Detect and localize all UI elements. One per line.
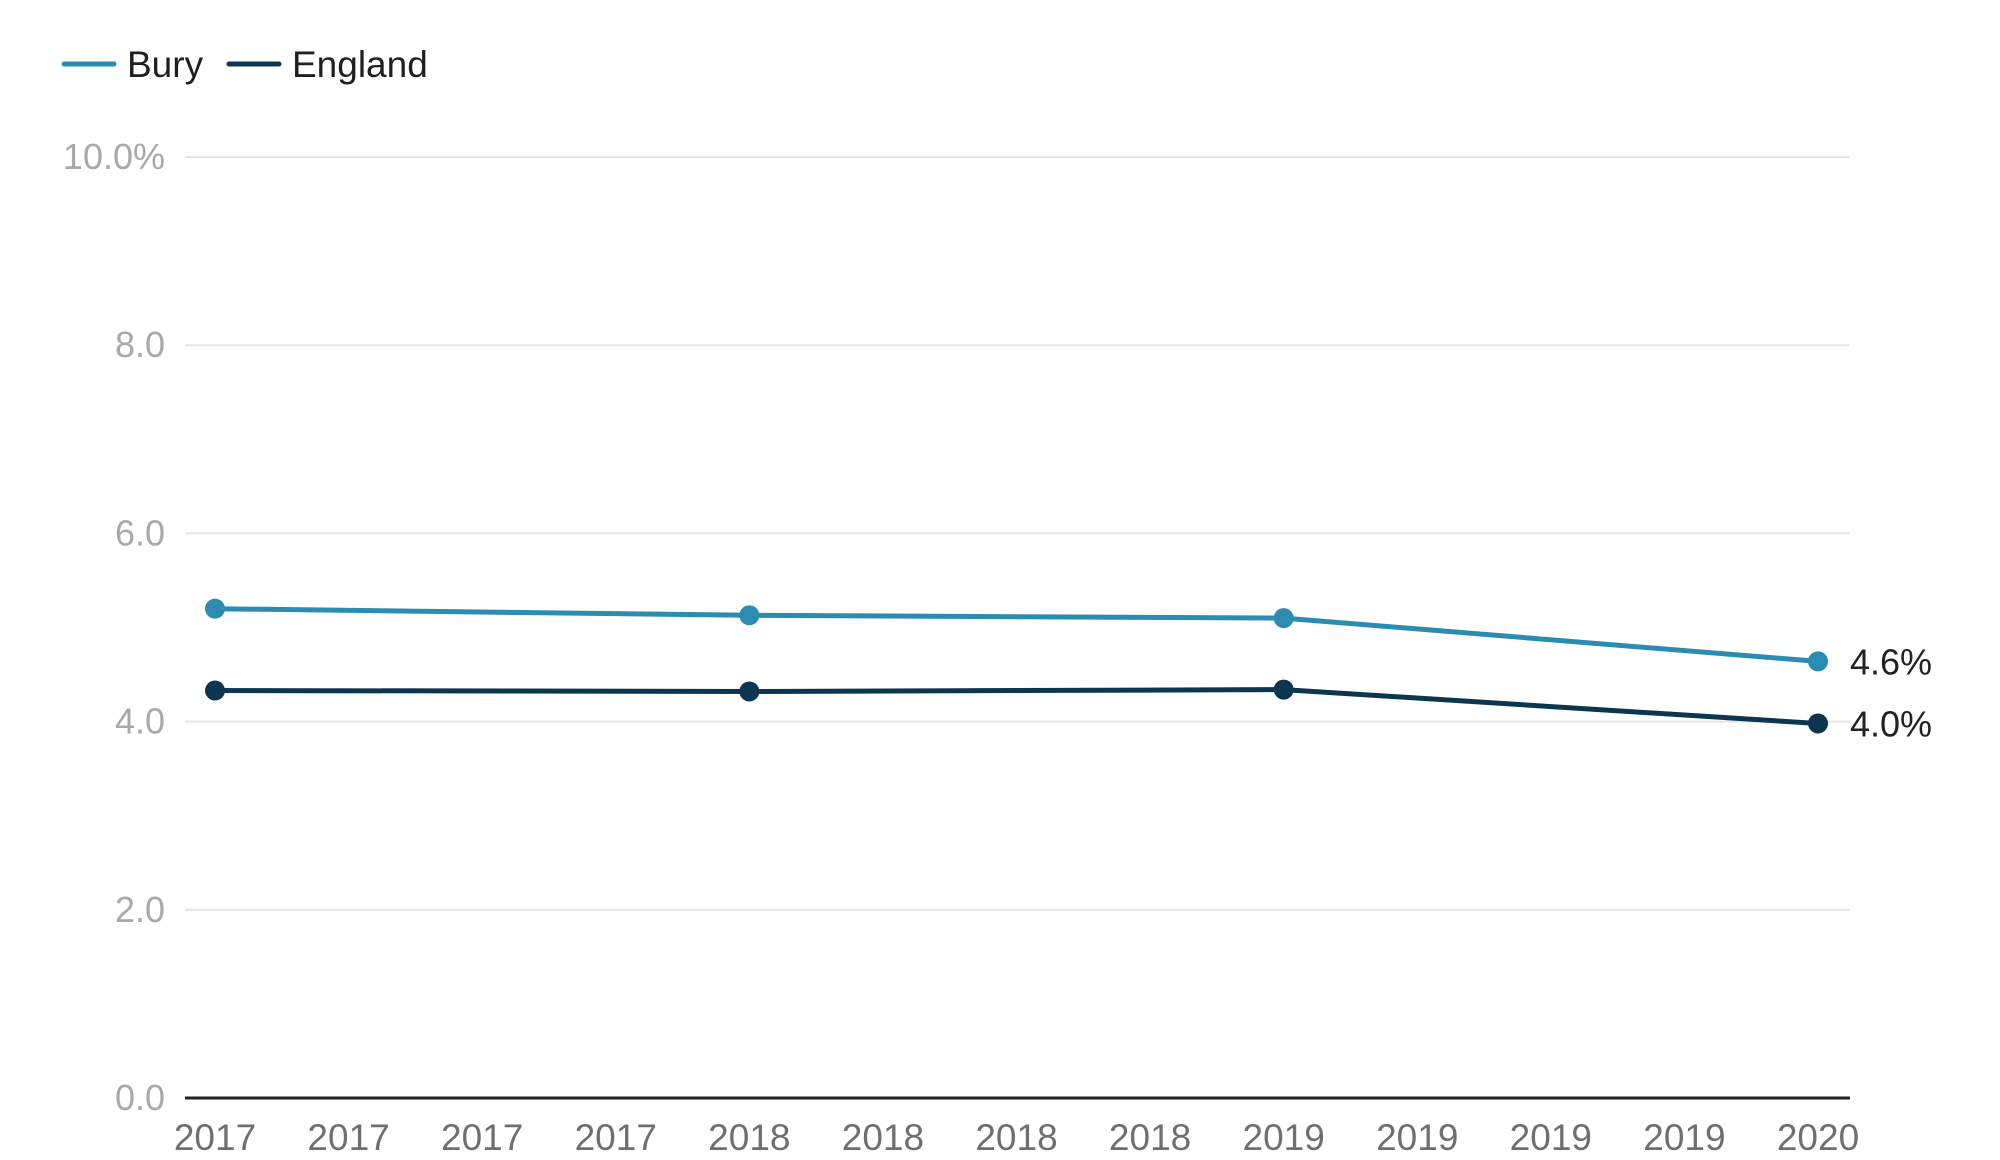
x-tick-label: 2018 <box>975 1117 1057 1158</box>
gridlines <box>185 156 1850 911</box>
x-tick-label: 2018 <box>708 1117 790 1158</box>
x-tick-label: 2018 <box>1109 1117 1191 1158</box>
y-tick-label: 0.0 <box>115 1077 165 1118</box>
data-point-england <box>205 680 225 701</box>
x-axis: 2017 2017 2017 2017 2018 2018 2018 2018 2019 2019… <box>174 1096 1859 1158</box>
x-tick-label: 2018 <box>842 1117 924 1158</box>
y-tick-label: 4.0 <box>115 701 165 742</box>
series-layer: 4.6% 4.0% <box>205 598 1932 744</box>
y-axis: 0.0 2.0 4.0 6.0 8.0 10.0% <box>63 136 165 1118</box>
legend-label-bury: Bury <box>127 44 204 85</box>
y-tick-label: 8.0 <box>115 324 165 365</box>
data-point-england <box>739 681 760 702</box>
data-point-bury <box>1808 651 1828 672</box>
series-line-bury <box>212 606 1821 664</box>
x-tick-label: 2017 <box>174 1117 256 1158</box>
legend: Bury England <box>61 44 428 85</box>
y-tick-label: 6.0 <box>115 512 165 553</box>
data-point-bury <box>1273 608 1294 629</box>
y-tick-label: 2.0 <box>115 889 165 930</box>
y-tick-label: 10.0% <box>63 136 165 177</box>
data-point-bury <box>739 605 760 626</box>
x-tick-label: 2020 <box>1777 1117 1859 1158</box>
end-label-england: 4.0% <box>1850 703 1932 744</box>
x-tick-label: 2019 <box>1510 1117 1592 1158</box>
x-tick-label: 2017 <box>441 1117 523 1158</box>
legend-label-england: England <box>292 44 428 85</box>
x-tick-label: 2019 <box>1643 1117 1725 1158</box>
series-line-england <box>212 687 1821 726</box>
data-point-england <box>1808 713 1828 734</box>
x-tick-label: 2019 <box>1376 1117 1458 1158</box>
x-tick-label: 2017 <box>307 1117 389 1158</box>
x-tick-label: 2017 <box>575 1117 657 1158</box>
data-point-england <box>1273 679 1294 700</box>
x-tick-label: 2019 <box>1243 1117 1325 1158</box>
data-point-bury <box>205 598 225 619</box>
end-label-bury: 4.6% <box>1850 641 1932 682</box>
